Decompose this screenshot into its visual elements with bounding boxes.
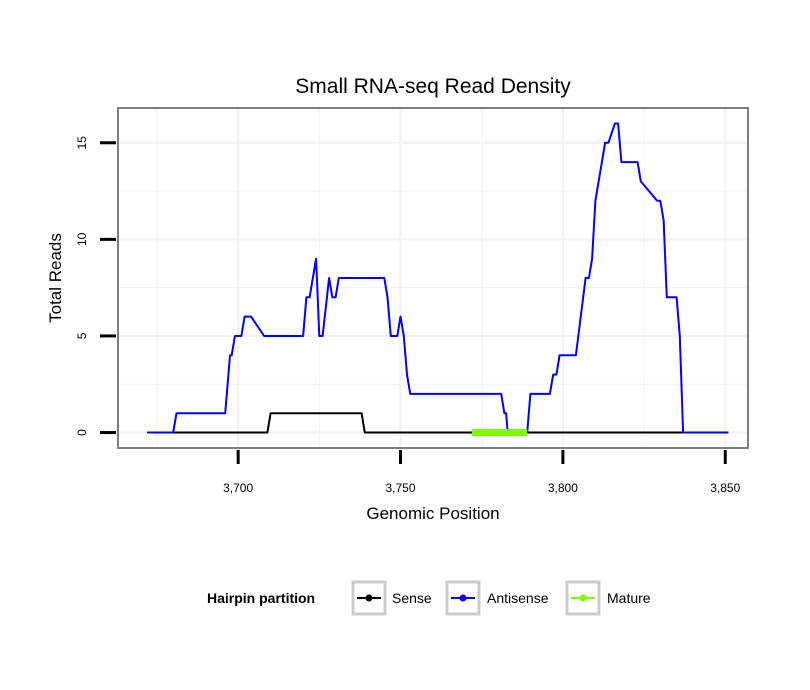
chart-title: Small RNA-seq Read Density — [295, 75, 571, 98]
legend: Hairpin partition Sense Antisense Mature — [207, 580, 651, 616]
series-antisense-line — [147, 122, 729, 434]
legend-point-antisense — [459, 594, 467, 602]
plot-panel — [117, 107, 749, 449]
y-axis-title: Total Reads — [46, 233, 65, 323]
legend-point-sense — [365, 594, 373, 602]
legend-item-sense: Sense — [351, 580, 432, 616]
legend-label-mature: Mature — [607, 590, 651, 606]
legend-label-antisense: Antisense — [487, 590, 549, 606]
legend-item-antisense: Antisense — [445, 580, 549, 616]
x-tick-label: 3,750 — [386, 481, 416, 495]
legend-item-mature: Mature — [565, 580, 651, 616]
y-tick-label: 15 — [75, 136, 89, 150]
y-tick-label: 0 — [75, 429, 89, 436]
legend-title: Hairpin partition — [207, 590, 315, 606]
x-tick-label: 3,800 — [548, 481, 578, 495]
y-tick-label: 10 — [75, 232, 89, 246]
series-sense-line — [147, 412, 729, 434]
series-layer — [147, 122, 729, 436]
legend-label-sense: Sense — [392, 590, 432, 606]
x-tick-label: 3,850 — [710, 481, 740, 495]
x-axis-title: Genomic Position — [366, 504, 499, 523]
legend-point-mature — [579, 594, 587, 602]
y-tick-label: 5 — [75, 332, 89, 339]
x-tick-label: 3,700 — [223, 481, 253, 495]
axes: 3,700 3,750 3,800 3,850 0 5 10 15 — [75, 136, 741, 495]
